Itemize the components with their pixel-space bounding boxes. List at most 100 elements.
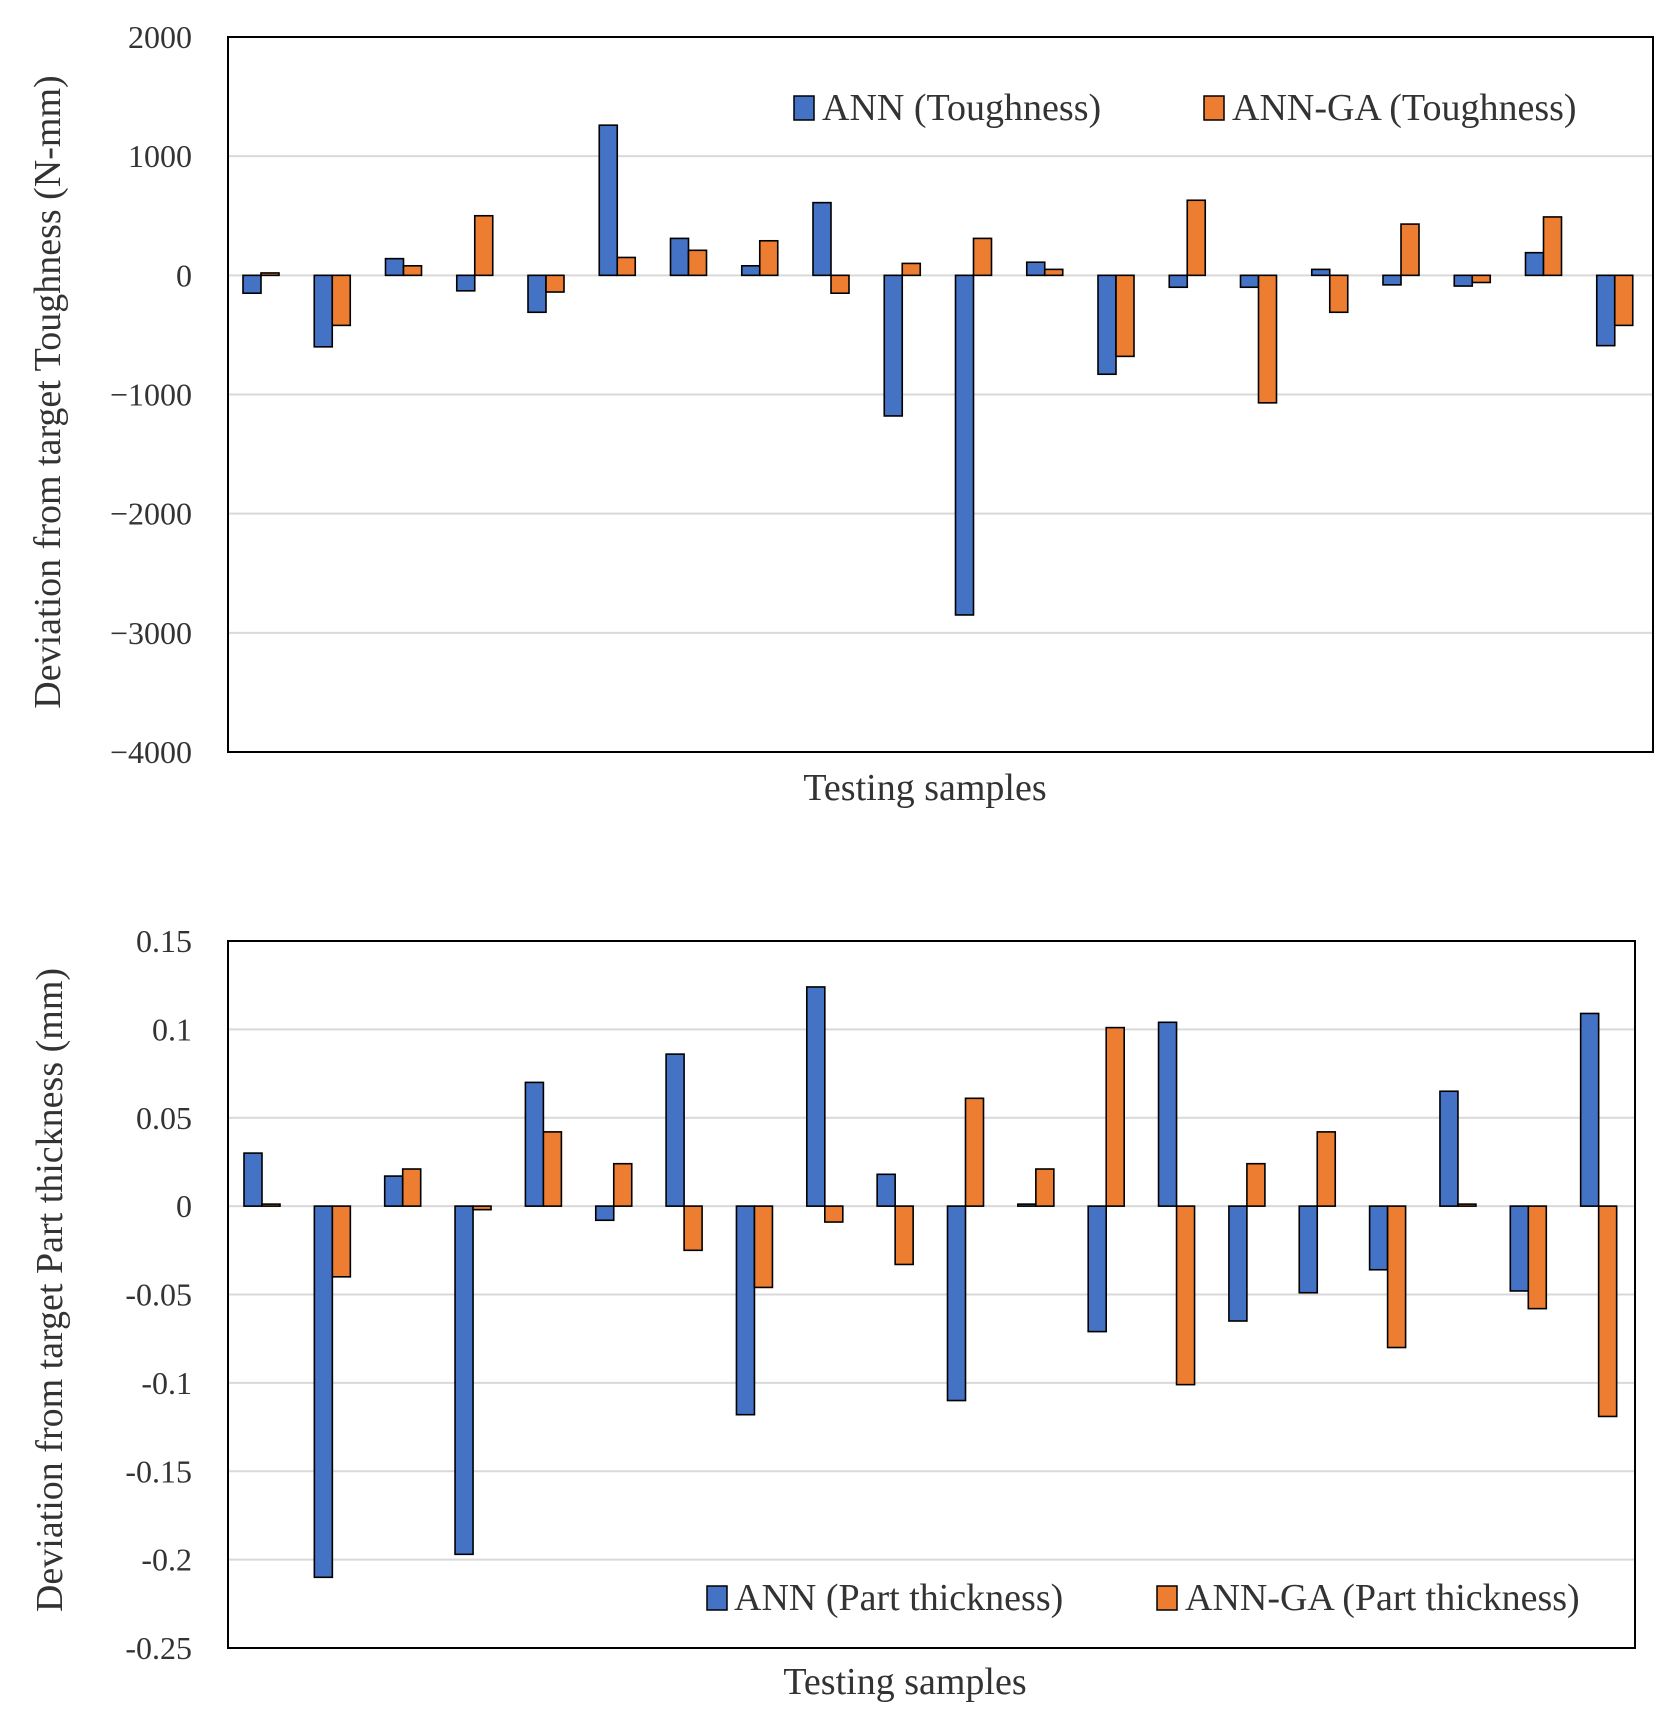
y-tick-label: -0.2 — [141, 1542, 192, 1578]
bar — [1595, 274, 1616, 347]
bar — [242, 274, 262, 295]
toughness-gridlines — [228, 155, 1653, 634]
bar — [1186, 199, 1207, 277]
thickness-legend: ANN (Part thickness) ANN-GA (Part thickn… — [706, 1577, 1580, 1619]
bar — [524, 1081, 545, 1207]
bar — [1043, 268, 1064, 277]
bar — [1542, 216, 1563, 277]
bar — [894, 1205, 914, 1266]
bar — [383, 1175, 404, 1207]
bar — [830, 274, 850, 295]
bar — [1439, 1090, 1459, 1207]
bar — [1168, 274, 1189, 289]
bar — [812, 201, 832, 277]
bar — [1310, 268, 1331, 277]
bar — [1613, 274, 1634, 327]
y-tick-label: 2000 — [128, 19, 192, 55]
legend-label-ann-ga-thickness: ANN-GA (Part thickness) — [1185, 1577, 1580, 1619]
bar — [1257, 274, 1278, 404]
thickness-bars — [243, 986, 1618, 1579]
bar — [1105, 1026, 1125, 1207]
bar — [735, 1205, 756, 1416]
toughness-plot-frame — [227, 36, 1654, 753]
toughness-x-axis-label: Testing samples — [803, 767, 1046, 809]
bar — [946, 1205, 967, 1402]
bar — [1368, 1205, 1389, 1271]
bar — [527, 274, 547, 314]
bar — [313, 1205, 334, 1579]
bar — [1087, 1205, 1107, 1333]
bar — [1453, 274, 1474, 287]
series-0 — [243, 986, 1600, 1579]
y-tick-label: 0.05 — [136, 1100, 192, 1136]
bar — [901, 262, 922, 277]
bar — [665, 1053, 685, 1207]
toughness-y-axis-label: Deviation from target Toughness (N-mm) — [27, 75, 69, 708]
bar — [1524, 251, 1545, 277]
bar — [261, 1203, 281, 1207]
bar — [1115, 274, 1135, 358]
bar — [331, 1205, 352, 1278]
part-thickness-chart: 0.15 0.1 0.05 0 -0.05 -0.1 -0.15 -0.2 -0.25 Test… — [29, 923, 1636, 1703]
thickness-x-axis-label: Testing samples — [783, 1661, 1026, 1703]
bar — [1097, 274, 1117, 376]
legend-swatch-ann-toughness — [793, 95, 815, 121]
bar — [753, 1205, 774, 1289]
bar — [313, 274, 334, 348]
y-tick-label: -0.25 — [125, 1630, 192, 1666]
bar — [1579, 1012, 1600, 1207]
bar — [1316, 1131, 1337, 1207]
y-tick-label: 1000 — [128, 138, 192, 174]
y-tick-label: -0.1 — [141, 1365, 192, 1401]
bar — [473, 214, 494, 277]
bar — [545, 274, 565, 293]
bar — [1017, 1203, 1037, 1207]
legend-label-ann-ga-toughness: ANN-GA (Toughness) — [1232, 87, 1577, 129]
legend-label-ann-toughness: ANN (Toughness) — [822, 87, 1101, 129]
bar — [683, 1205, 703, 1252]
toughness-bars — [242, 124, 1634, 616]
bar — [1298, 1205, 1319, 1294]
bar — [384, 257, 405, 277]
y-tick-label: -0.15 — [125, 1453, 192, 1489]
legend-label-ann-thickness: ANN (Part thickness) — [734, 1577, 1063, 1619]
bar — [1246, 1162, 1266, 1207]
legend-swatch-ann-ga-toughness — [1203, 95, 1225, 121]
bar — [1400, 223, 1420, 277]
bar — [823, 1205, 844, 1223]
bar — [1382, 274, 1402, 286]
bar — [542, 1131, 563, 1207]
series-1 — [260, 199, 1634, 404]
y-tick-label: 0 — [176, 257, 192, 293]
bar — [1025, 261, 1046, 277]
bar — [972, 237, 993, 277]
bar — [1175, 1205, 1196, 1386]
bar — [401, 1168, 422, 1207]
y-tick-label: 0 — [176, 1188, 192, 1224]
legend-swatch-ann-ga-thickness — [1156, 1585, 1178, 1611]
y-tick-label: −3000 — [110, 615, 192, 651]
bar — [954, 274, 975, 616]
y-tick-label: 0.15 — [136, 923, 192, 959]
y-tick-label: −4000 — [110, 734, 192, 770]
bar — [1239, 274, 1260, 289]
bar — [687, 249, 708, 277]
bar — [1527, 1205, 1548, 1310]
thickness-y-axis-label: Deviation from target Part thickness (mm… — [29, 968, 71, 1612]
bar — [454, 1205, 474, 1556]
bar — [1035, 1168, 1055, 1207]
y-tick-label: -0.05 — [125, 1277, 192, 1313]
y-tick-label: −2000 — [110, 496, 192, 532]
bar — [331, 274, 352, 327]
bar — [1597, 1205, 1618, 1418]
bar — [1386, 1205, 1407, 1349]
bar — [243, 1152, 263, 1207]
series-1 — [261, 1026, 1618, 1418]
y-tick-label: −1000 — [110, 377, 192, 413]
thickness-plot-frame — [227, 940, 1636, 1649]
thickness-y-tick-labels: 0.15 0.1 0.05 0 -0.05 -0.1 -0.15 -0.2 -0.25 — [125, 923, 192, 1666]
thickness-gridlines — [228, 1028, 1635, 1561]
series-0 — [242, 124, 1616, 616]
legend-swatch-ann-thickness — [706, 1585, 728, 1611]
bar — [455, 274, 476, 292]
